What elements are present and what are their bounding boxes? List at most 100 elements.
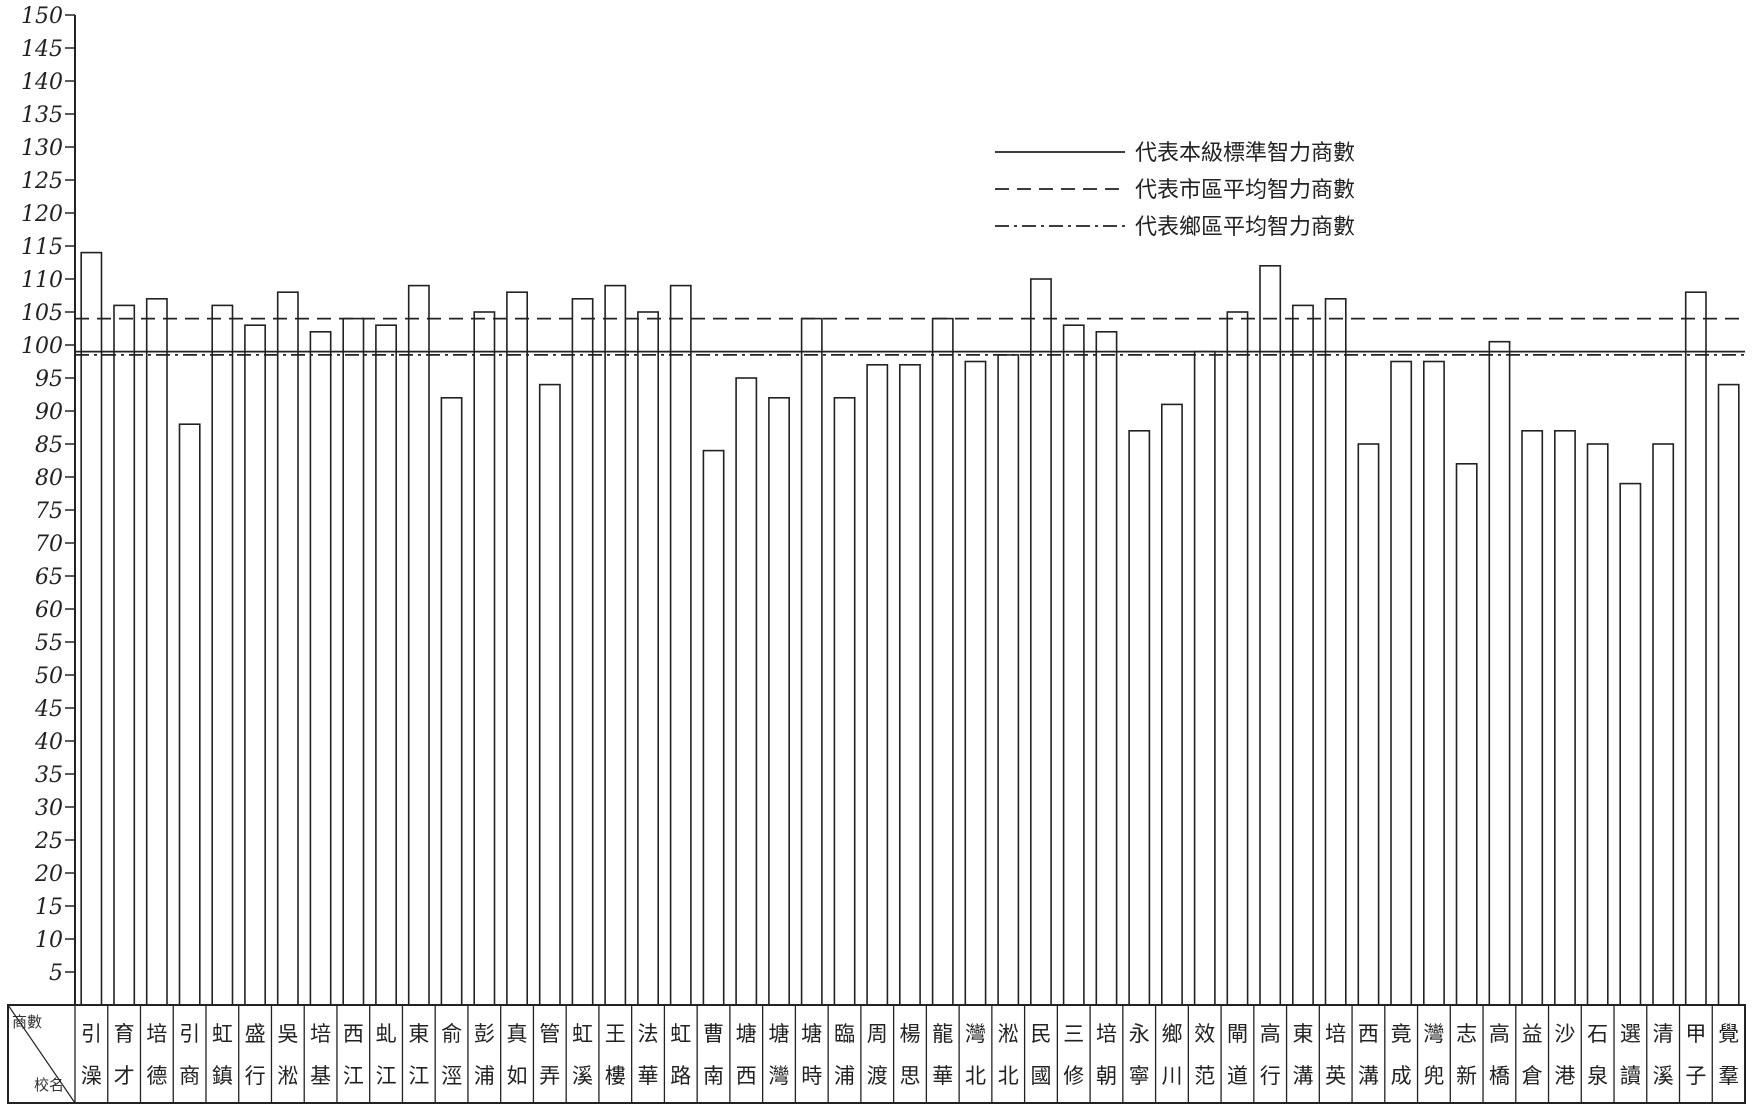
category-label: 王 xyxy=(605,1022,626,1046)
category-label: 新 xyxy=(1456,1064,1477,1088)
category-label: 華 xyxy=(932,1064,953,1088)
category-label: 竟 xyxy=(1391,1022,1412,1046)
category-label: 甲 xyxy=(1685,1022,1706,1046)
y-tick-label: 60 xyxy=(35,598,63,623)
category-label: 港 xyxy=(1554,1064,1575,1088)
category-label: 西 xyxy=(343,1022,364,1046)
y-tick-label: 80 xyxy=(35,466,63,491)
bar xyxy=(1521,429,1544,1006)
category-label: 培 xyxy=(1325,1022,1346,1046)
legend-label: 代表市區平均智力商數 xyxy=(1135,178,1355,203)
category-label: 西 xyxy=(1358,1022,1379,1046)
y-tick-label: 75 xyxy=(35,499,63,524)
y-tick-label: 90 xyxy=(35,400,63,425)
bar xyxy=(735,377,758,1006)
category-label: 東 xyxy=(408,1022,429,1046)
category-label: 引 xyxy=(81,1022,102,1046)
school-name-table: 商數 校名 引澡育才培德引商虹鎮盛行吳淞培基西江虬江東江俞涇彭浦真如管弄虹溪王樓… xyxy=(7,1004,1746,1104)
bar xyxy=(571,297,594,1006)
category-label: 虹 xyxy=(212,1022,233,1046)
category-label: 浦 xyxy=(474,1064,495,1088)
category-label: 兜 xyxy=(1423,1064,1444,1088)
category-label: 周 xyxy=(867,1022,888,1046)
category-label: 彭 xyxy=(474,1022,495,1046)
category-label: 虹 xyxy=(670,1022,691,1046)
category-label: 江 xyxy=(408,1064,429,1088)
bar xyxy=(375,324,397,1006)
category-label: 基 xyxy=(310,1064,331,1088)
bar xyxy=(1684,291,1707,1006)
category-label: 石 xyxy=(1587,1022,1608,1046)
table-border xyxy=(7,1004,1746,1104)
y-tick-label: 50 xyxy=(35,664,63,689)
category-label: 行 xyxy=(1260,1064,1281,1088)
bar xyxy=(1586,443,1609,1006)
y-tick-label: 130 xyxy=(21,136,63,161)
bar xyxy=(1030,278,1052,1006)
category-label: 范 xyxy=(1194,1064,1215,1088)
category-label: 思 xyxy=(900,1064,921,1088)
category-label: 真 xyxy=(507,1022,528,1046)
bar xyxy=(244,324,266,1006)
category-label: 溝 xyxy=(1358,1064,1379,1088)
bar xyxy=(1455,462,1478,1006)
category-label: 高 xyxy=(1489,1022,1510,1046)
reference-lines xyxy=(75,317,1745,356)
category-label: 泉 xyxy=(1587,1064,1608,1088)
y-tick-label: 25 xyxy=(34,829,63,854)
category-label: 三 xyxy=(1063,1022,1084,1046)
bar xyxy=(702,449,725,1006)
y-tick-label: 30 xyxy=(35,796,63,821)
category-label: 益 xyxy=(1522,1022,1543,1046)
y-tick-label: 135 xyxy=(21,103,63,128)
bar xyxy=(604,284,627,1006)
category-label: 俞 xyxy=(441,1022,462,1046)
category-label: 盛 xyxy=(245,1022,266,1046)
category-label: 商 xyxy=(179,1064,200,1088)
category-label: 路 xyxy=(670,1064,691,1088)
category-label: 虬 xyxy=(376,1022,397,1046)
bar xyxy=(964,360,987,1006)
y-tick-label: 40 xyxy=(34,730,63,755)
category-label: 培 xyxy=(310,1022,331,1046)
category-label: 東 xyxy=(1292,1022,1313,1046)
bar xyxy=(80,251,103,1006)
bar xyxy=(1128,429,1151,1006)
y-tick-label: 140 xyxy=(21,70,63,95)
bar xyxy=(866,363,889,1006)
category-label: 塘 xyxy=(801,1022,822,1046)
bar xyxy=(1226,311,1249,1006)
category-label: 曹 xyxy=(703,1022,724,1046)
category-label: 選 xyxy=(1620,1022,1641,1046)
bar xyxy=(211,304,234,1006)
category-label: 楊 xyxy=(900,1022,921,1046)
category-label: 川 xyxy=(1161,1064,1182,1088)
category-label: 志 xyxy=(1456,1022,1477,1046)
y-tick-label: 125 xyxy=(21,169,63,194)
category-label: 德 xyxy=(146,1064,167,1088)
bar xyxy=(440,396,463,1006)
y-tick-label: 120 xyxy=(21,202,63,227)
category-label: 子 xyxy=(1685,1064,1706,1088)
category-label: 虹 xyxy=(572,1022,593,1046)
y-tick-label: 65 xyxy=(35,565,63,590)
category-label: 高 xyxy=(1260,1022,1281,1046)
category-label: 才 xyxy=(114,1064,135,1088)
y-tick-label: 95 xyxy=(35,367,63,392)
category-label: 國 xyxy=(1030,1064,1051,1088)
bar xyxy=(473,311,496,1006)
bar xyxy=(1619,482,1642,1006)
category-label: 江 xyxy=(376,1064,397,1088)
bar xyxy=(1161,403,1183,1006)
y-tick-label: 5 xyxy=(49,961,63,986)
table-corner-diagonal xyxy=(7,1004,76,1104)
category-label: 育 xyxy=(114,1022,135,1046)
category-label: 西 xyxy=(736,1064,757,1088)
category-label: 浦 xyxy=(834,1064,855,1088)
y-tick-label: 145 xyxy=(21,37,63,62)
table-corner-bottom-label: 校名 xyxy=(34,1076,64,1094)
category-label: 法 xyxy=(638,1022,659,1046)
category-label: 吳 xyxy=(277,1022,298,1046)
bar xyxy=(768,396,791,1006)
category-label: 讀 xyxy=(1620,1064,1641,1088)
